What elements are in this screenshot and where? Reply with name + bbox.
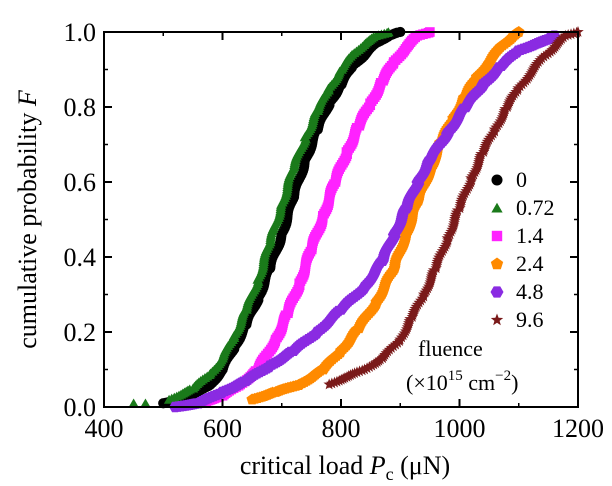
legend: 0 0.72 1.4 2.4 4.8 9.6 fluence (×1015 cm−2) (406, 167, 555, 395)
y-tick-label: 0.8 (64, 93, 97, 122)
legend-item: 9.6 (490, 307, 544, 332)
x-tick-label: 800 (322, 414, 361, 443)
x-tick-label: 600 (203, 414, 242, 443)
series-9.6 (323, 26, 584, 390)
legend-item: 4.8 (490, 279, 544, 304)
y-tick-label: 0.2 (64, 318, 97, 347)
x-tick-label: 1200 (552, 414, 604, 443)
series-layer (128, 26, 584, 413)
y-tick-label: 1.0 (64, 18, 97, 47)
series-2.4 (246, 26, 525, 405)
y-tick-label: 0.4 (64, 243, 97, 272)
series-0.72 (128, 27, 394, 408)
legend-label: 4.8 (516, 279, 544, 304)
legend-marker (491, 174, 503, 186)
data-point (548, 30, 561, 41)
legend-label: 9.6 (516, 307, 544, 332)
x-axis-title-sub: c (386, 464, 394, 484)
legend-marker (491, 230, 503, 242)
y-axis-title-main: cumulative probability (13, 106, 42, 349)
data-point (140, 398, 151, 408)
legend-item: 1.4 (491, 223, 544, 248)
x-tick-label: 1000 (434, 414, 486, 443)
x-axis-title-unit: (μN) (394, 451, 451, 480)
legend-item: 0 (491, 167, 527, 192)
legend-marker (490, 286, 504, 298)
data-point (128, 398, 139, 408)
y-tick-label: 0.6 (64, 168, 97, 197)
series-4.8 (169, 30, 561, 413)
x-axis-title-var: P (369, 451, 386, 480)
legend-marker (491, 202, 503, 213)
legend-label: 1.4 (516, 223, 544, 248)
x-tick-label: 400 (85, 414, 124, 443)
axes-layer: 400 600 800 1000 1200 0.0 0.2 0.4 0.6 0.8 1.0 criti… (13, 18, 604, 484)
y-tick-label: 0.0 (64, 393, 97, 422)
legend-label: 2.4 (516, 251, 544, 276)
legend-label: 0 (516, 167, 527, 192)
legend-item: 2.4 (490, 251, 544, 276)
y-axis-title: cumulative probability F (13, 89, 42, 349)
legend-title-line2: (×1015 cm−2) (406, 368, 518, 395)
data-point (475, 148, 487, 159)
legend-item: 0.72 (491, 195, 555, 220)
legend-title-line1: fluence (418, 336, 483, 361)
legend-marker (490, 313, 504, 326)
x-axis-title: critical load Pc (μN) (240, 451, 450, 484)
y-axis-title-var: F (13, 89, 42, 107)
x-axis-title-main: critical load (240, 451, 370, 480)
legend-label: 0.72 (516, 195, 555, 220)
legend-marker (490, 257, 504, 270)
